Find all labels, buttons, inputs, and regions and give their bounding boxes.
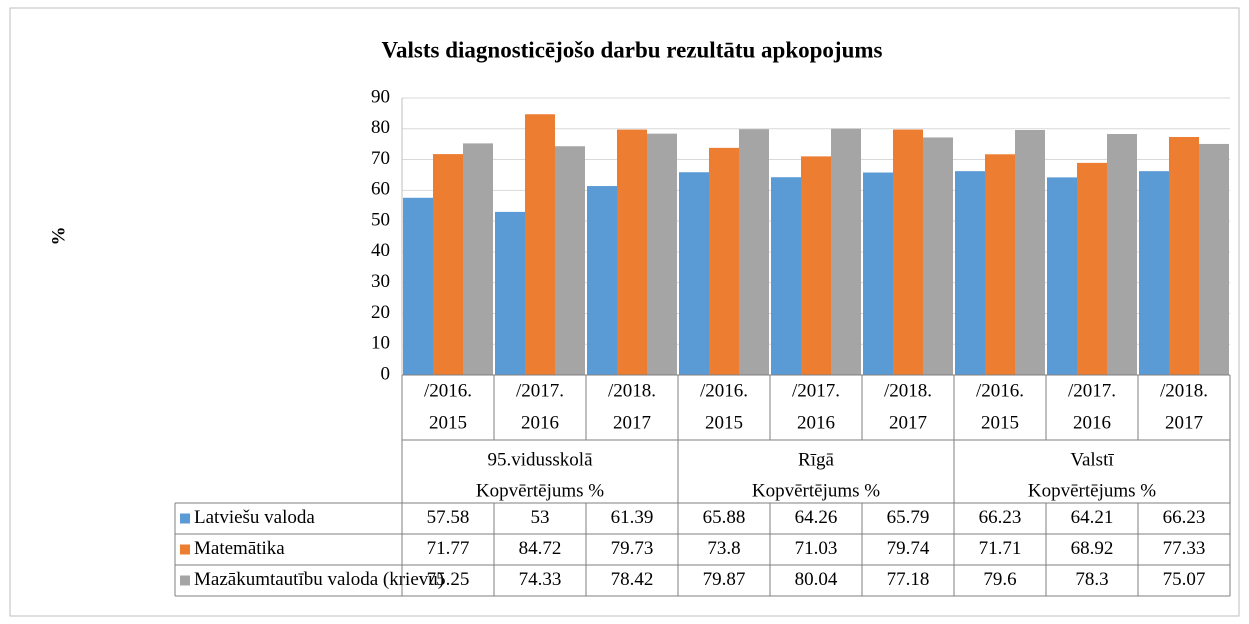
y-tick-label: 90 — [371, 86, 390, 107]
y-tick-label: 50 — [371, 209, 390, 230]
group-label: Rīgā — [798, 449, 834, 470]
x-tick-label: 2015 — [705, 412, 743, 433]
bar — [1199, 143, 1229, 375]
table-value: 73.8 — [707, 538, 740, 559]
bar — [1169, 136, 1199, 375]
table-value: 79.74 — [887, 538, 930, 559]
bar — [739, 129, 769, 375]
bar — [863, 172, 893, 375]
table-value: 79.87 — [703, 569, 746, 590]
legend-marker — [180, 544, 190, 555]
group-label: Valstī — [1070, 449, 1114, 470]
y-tick-label: 20 — [371, 302, 390, 323]
bar — [679, 172, 709, 375]
bar — [525, 114, 555, 375]
group-sublabel: Kopvērtējums % — [1028, 480, 1156, 501]
x-tick-label: /2017. — [1068, 380, 1116, 401]
table-value: 75.25 — [427, 569, 470, 590]
x-tick-label: /2018. — [608, 380, 656, 401]
bar — [495, 211, 525, 375]
table-value: 66.23 — [979, 507, 1022, 528]
bar — [1077, 162, 1107, 375]
table-value: 74.33 — [519, 569, 562, 590]
x-tick-label: /2016. — [700, 380, 748, 401]
bar — [831, 128, 861, 375]
group-sublabel: Kopvērtējums % — [752, 480, 880, 501]
table-value: 78.42 — [611, 569, 654, 590]
x-tick-label: /2018. — [1160, 380, 1208, 401]
bar — [433, 154, 463, 375]
bar — [1047, 177, 1077, 375]
y-tick-label: 30 — [371, 271, 390, 292]
chart-title: Valsts diagnosticējošo darbu rezultātu a… — [382, 37, 883, 62]
table-value: 84.72 — [519, 538, 562, 559]
table-value: 57.58 — [427, 507, 470, 528]
y-axis-label: % — [48, 227, 69, 246]
table-value: 65.79 — [887, 507, 930, 528]
table-value: 71.77 — [427, 538, 470, 559]
table-value: 77.18 — [887, 569, 930, 590]
table-value: 64.26 — [795, 507, 838, 528]
x-tick-label: 2017 — [889, 412, 927, 433]
table-value: 71.71 — [979, 538, 1022, 559]
table-value: 77.33 — [1163, 538, 1206, 559]
table-value: 79.73 — [611, 538, 654, 559]
bar — [985, 154, 1015, 375]
x-tick-label: 2016 — [521, 412, 559, 433]
table-value: 66.23 — [1163, 507, 1206, 528]
x-tick-label: /2016. — [976, 380, 1024, 401]
x-tick-label: 2017 — [613, 412, 651, 433]
bar — [923, 137, 953, 375]
bar — [709, 147, 739, 375]
table-value: 53 — [531, 507, 550, 528]
table-value: 61.39 — [611, 507, 654, 528]
table-value: 79.6 — [983, 569, 1016, 590]
group-label: 95.vidusskolā — [487, 449, 593, 470]
bar — [771, 177, 801, 375]
x-tick-label: /2017. — [516, 380, 564, 401]
x-tick-label: /2017. — [792, 380, 840, 401]
table-value: 71.03 — [795, 538, 838, 559]
legend-label: Matemātika — [194, 538, 285, 559]
legend-label: Mazākumtautību valoda (krievu) — [194, 569, 444, 590]
bar — [555, 146, 585, 375]
legend-marker — [180, 575, 190, 586]
bar — [1015, 130, 1045, 375]
legend-label: Latviešu valoda — [194, 507, 315, 528]
x-tick-label: 2017 — [1165, 412, 1203, 433]
y-tick-label: 10 — [371, 333, 390, 354]
bar — [587, 186, 617, 375]
table-value: 68.92 — [1071, 538, 1114, 559]
bar — [801, 156, 831, 375]
y-tick-label: 40 — [371, 240, 390, 261]
x-tick-label: /2018. — [884, 380, 932, 401]
x-tick-label: 2015 — [429, 412, 467, 433]
bar — [893, 129, 923, 375]
bar — [617, 129, 647, 375]
table-value: 65.88 — [703, 507, 746, 528]
y-tick-label: 70 — [371, 148, 390, 169]
bar — [647, 133, 677, 375]
legend-marker — [180, 513, 190, 524]
bar — [955, 171, 985, 375]
bar — [1107, 134, 1137, 375]
y-tick-label: 60 — [371, 179, 390, 200]
table-value: 64.21 — [1071, 507, 1114, 528]
bar — [463, 143, 493, 375]
y-tick-label: 80 — [371, 117, 390, 138]
x-tick-label: 2015 — [981, 412, 1019, 433]
group-sublabel: Kopvērtējums % — [476, 480, 604, 501]
table-value: 80.04 — [795, 569, 838, 590]
y-tick-label: 0 — [381, 363, 391, 384]
x-tick-label: /2016. — [424, 380, 472, 401]
x-tick-label: 2016 — [1073, 412, 1111, 433]
bar — [1139, 171, 1169, 375]
x-tick-label: 2016 — [797, 412, 835, 433]
table-value: 75.07 — [1163, 569, 1206, 590]
table-value: 78.3 — [1075, 569, 1108, 590]
bar — [403, 197, 433, 375]
